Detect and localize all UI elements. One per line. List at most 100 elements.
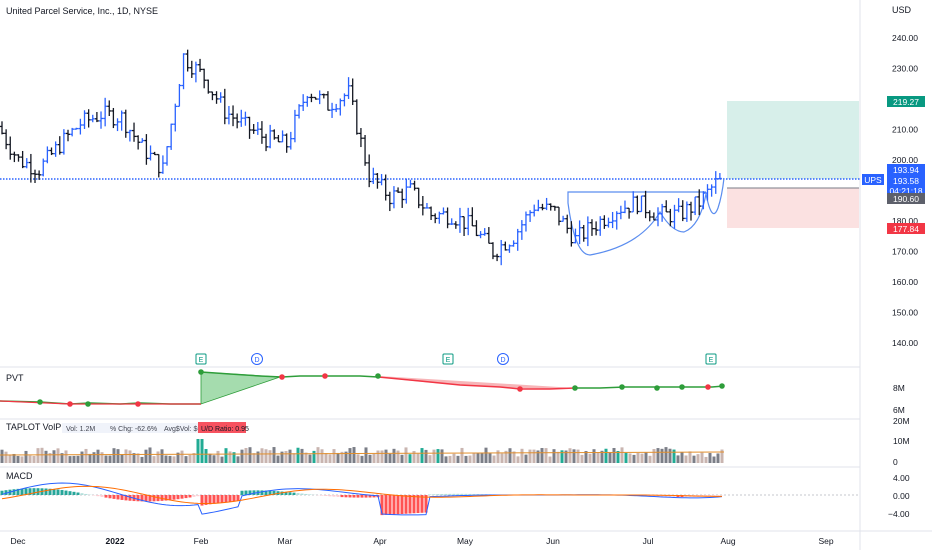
time-tick-label: 2022 [106,536,125,546]
macd-histogram-bar [452,493,456,495]
volume-bar [236,456,240,463]
stop-zone[interactable] [727,188,859,228]
macd-histogram-bar [80,493,84,495]
time-tick-label: Jun [546,536,560,546]
ohlc-bar [528,210,533,222]
volume-bar [68,456,72,463]
entry-price-label: 190.60 [893,194,919,204]
ohlc-bar [325,91,330,111]
macd-histogram-bar [448,493,452,495]
neckline-drawing[interactable] [567,191,706,193]
ohlc-bar [342,93,347,107]
ohlc-bar [453,221,458,229]
volume-bar [192,452,196,463]
macd-histogram-bar [68,491,72,495]
volume-bar [412,451,416,463]
ud-ratio-badge [198,422,246,433]
volume-bar [696,454,700,463]
ohlc-bar [214,91,219,104]
ohlc-bar [622,200,627,214]
volume-bar [264,449,268,463]
macd-histogram-bar [200,495,204,506]
ohlc-bar [635,195,640,215]
macd-histogram-bar [436,494,440,495]
volume-title: TAPLOT VolPPs [6,422,72,432]
volume-bar [492,455,496,463]
ohlc-bar [577,220,582,245]
volume-bar [716,453,720,463]
ohlc-bar [152,151,157,156]
macd-histogram-bar [20,488,24,495]
ohlc-bar [495,253,500,262]
macd-histogram-bar [656,495,660,497]
macd-histogram-bar [660,495,664,497]
volume-bar [8,454,12,463]
ud-ratio-label: U/D Ratio: 0.95 [201,426,249,433]
macd-histogram-bar [300,493,304,495]
volume-bar [336,452,340,463]
pvt-dot [67,401,73,407]
time-tick-label: Jul [643,536,654,546]
ohlc-bar [144,134,149,165]
pvt-dot [135,401,141,407]
volume-bar [180,450,184,463]
ohlc-bar [321,93,326,99]
pvt-line-decline [377,376,576,390]
ohlc-bar [24,158,29,169]
volume-bar [272,447,276,463]
dividend-marker[interactable]: D [497,353,509,365]
ohlc-bar [585,216,590,247]
earnings-marker[interactable]: E [705,353,717,365]
ohlc-bar [61,129,66,155]
ohlc-bar [449,218,454,225]
time-axis[interactable]: Dec 2022 Feb Mar Apr May Jun Jul Aug Sep [10,536,833,546]
volume-bar [324,453,328,463]
macd-histogram-bar [284,491,288,495]
ohlc-bar [358,128,363,148]
time-tick-label: Sep [818,536,833,546]
ohlc-bar [544,197,549,211]
earnings-marker[interactable]: E [442,353,454,365]
macd-histogram-bar [372,495,376,498]
volume-bar [280,451,284,463]
pvt-dot [85,401,91,407]
macd-histogram-bar [100,495,104,497]
volume-bar [104,455,108,463]
volume-bar [332,449,336,463]
volume-bar [464,455,468,463]
ohlc-bar [20,150,25,169]
ohlc-bar [499,239,504,266]
ohlc-bar [424,202,429,209]
macd-histogram-bar [240,490,244,495]
macd-histogram-bar [28,488,32,495]
ohlc-bar [552,205,557,211]
macd-histogram-bar [176,495,180,500]
ohlc-bar [709,184,714,197]
pvt-dot [375,373,381,379]
cup-handle-drawing[interactable] [567,177,725,256]
ticker-tag [862,174,884,185]
earnings-marker[interactable]: E [195,353,207,365]
ohlc-bar [713,171,718,194]
countdown-label: 04:21:18 [889,186,922,196]
ohlc-bar [602,215,607,229]
macd-histogram-bar [392,495,396,515]
ohlc-bar [507,244,512,253]
target-zone[interactable] [727,101,859,179]
ohlc-bar [701,191,706,210]
macd-histogram-bar [160,495,164,501]
ohlc-bar [651,212,656,221]
macd-histogram-bar [472,493,476,495]
last-price-badge-2 [887,175,925,197]
macd-histogram-bar [148,495,152,502]
volume-bar [128,450,132,463]
ohlc-bar [334,103,339,113]
volume-bar [64,450,68,463]
macd-histogram-bar [212,495,216,504]
dividend-marker[interactable]: D [251,353,263,365]
volume-bar [720,449,724,463]
volume-bar [32,455,36,463]
ohlc-bar [16,154,21,162]
